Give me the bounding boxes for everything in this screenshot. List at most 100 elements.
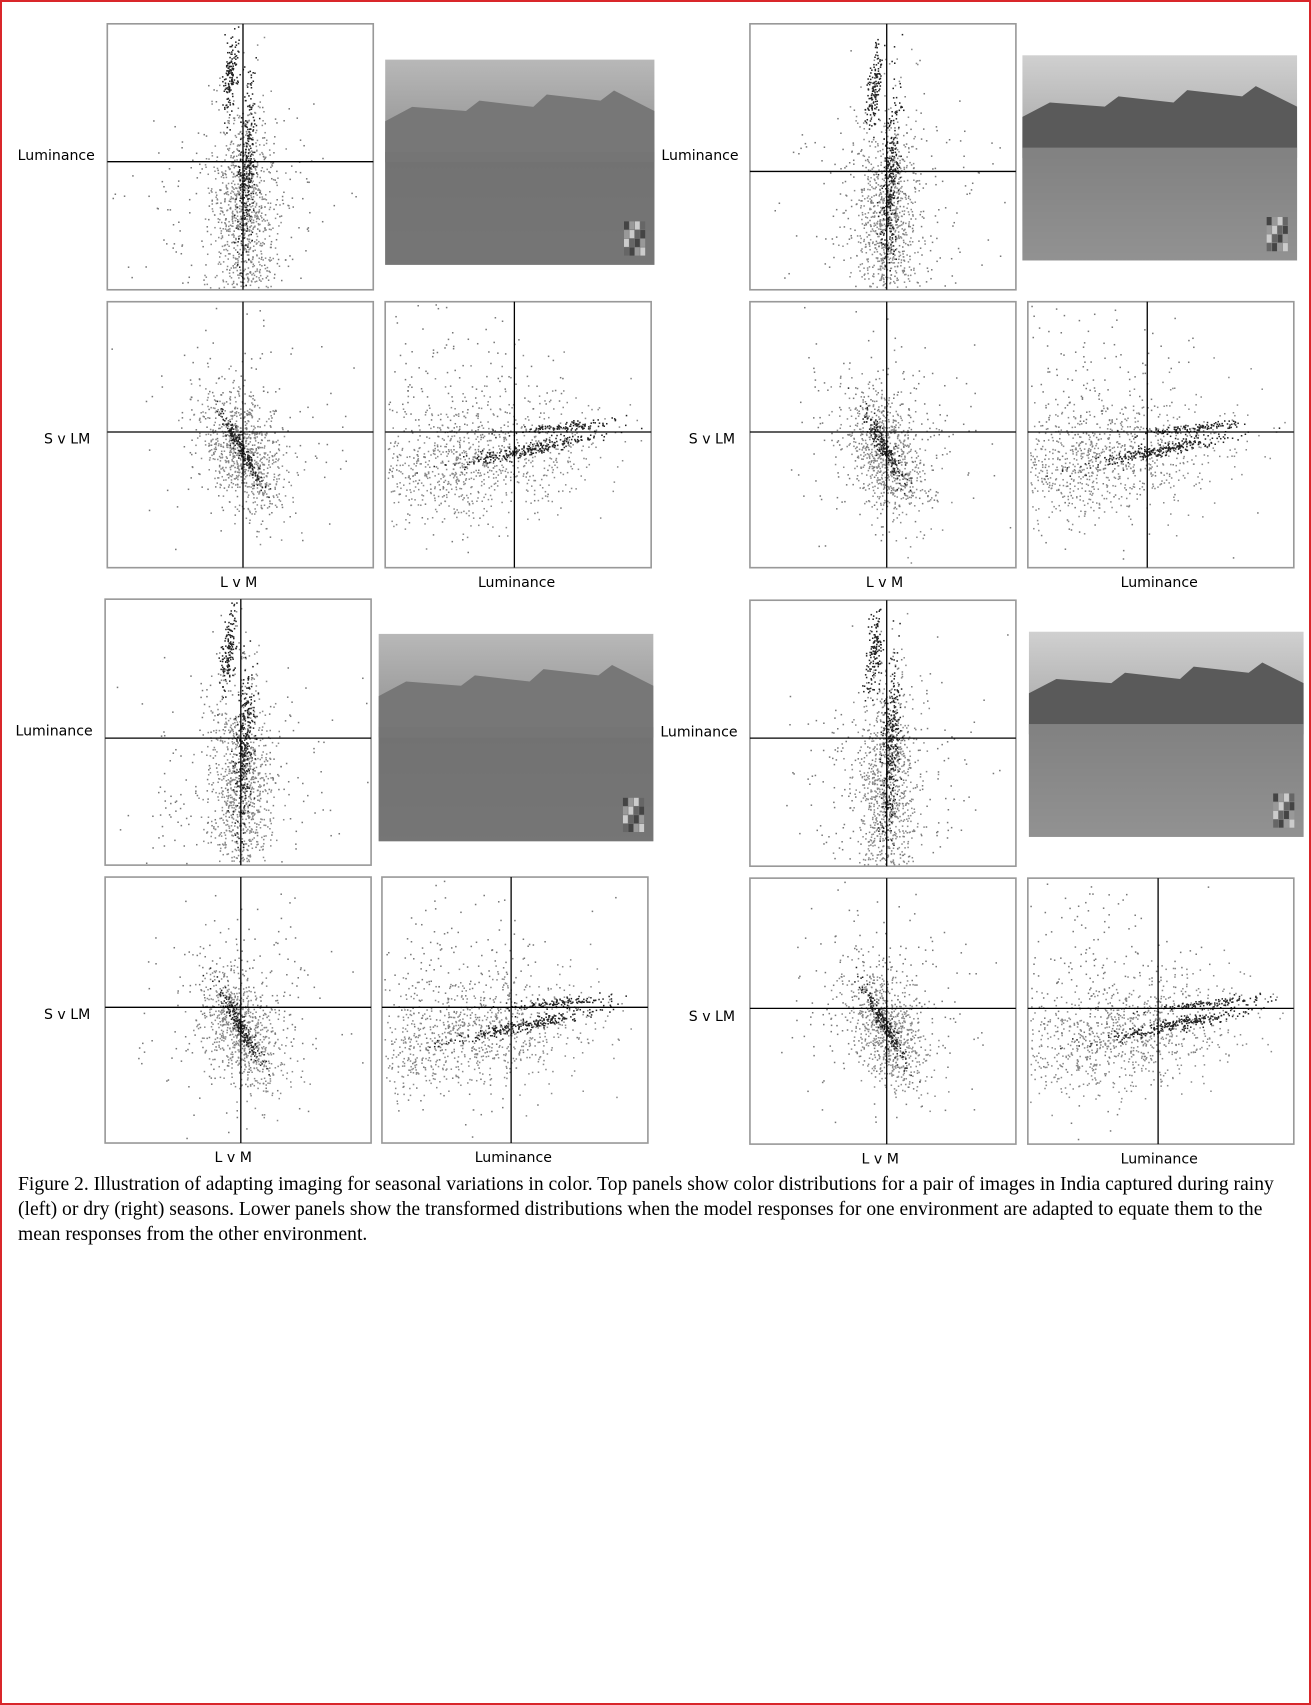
scatter-dot — [179, 230, 181, 232]
scatter-dot — [207, 489, 209, 491]
scatter-dot — [245, 473, 247, 475]
scatter-dot — [307, 228, 309, 230]
scatter-dot — [233, 123, 235, 125]
scatter-dot — [230, 89, 232, 91]
scatter-dot — [244, 66, 246, 68]
scatter-dot — [931, 155, 933, 157]
scatter-dot — [463, 441, 465, 443]
scatter-dot — [543, 445, 545, 447]
scatter-dot — [270, 167, 272, 169]
scatter-dot — [208, 393, 210, 395]
scatter-dot — [493, 467, 495, 469]
scatter-dot — [521, 448, 523, 450]
scatter-dot — [246, 462, 248, 464]
scatter-dot — [257, 465, 259, 467]
scatter-dot — [307, 407, 309, 409]
scatter-dot — [234, 471, 236, 473]
scatter-dot — [206, 276, 208, 278]
scatter-dot — [958, 248, 960, 250]
scatter-dot — [265, 487, 267, 489]
scatter-dot — [534, 456, 536, 458]
scatter-dot — [271, 178, 273, 180]
scatter-dot — [224, 159, 226, 161]
scatter-dot — [261, 433, 263, 435]
scatter-dot — [474, 433, 476, 435]
scatter-dot — [568, 445, 570, 447]
scatter-dot — [480, 421, 482, 423]
scatter-dot — [898, 235, 900, 237]
scatter-dot — [475, 430, 477, 432]
scatter-dot — [182, 412, 184, 414]
color-checker-patch — [624, 221, 629, 229]
scatter-dot — [884, 200, 886, 202]
scatter-dot — [894, 183, 896, 185]
scatter-dot — [249, 226, 251, 228]
scatter-dot — [244, 478, 246, 480]
scatter-dot — [264, 490, 266, 492]
scatter-dot — [230, 392, 232, 394]
scatter-dot — [877, 205, 879, 207]
scatter-dot — [285, 148, 287, 150]
scatter-dot — [534, 490, 536, 492]
scatter-dot — [231, 277, 233, 279]
scatter-dot — [913, 225, 915, 227]
scatter-dot — [912, 241, 914, 243]
scatter-dot — [262, 480, 264, 482]
scatter-dot — [308, 182, 310, 184]
scatter-dot — [175, 251, 177, 253]
scatter-dot — [259, 206, 261, 208]
scatter-dot — [215, 447, 217, 449]
scatter-dot — [252, 398, 254, 400]
scatter-dot — [525, 418, 527, 420]
scatter-dot — [252, 232, 254, 234]
scatter-dot — [207, 397, 209, 399]
scatter-dot — [531, 424, 533, 426]
scatter-dot — [254, 452, 256, 454]
scatter-dot — [270, 488, 272, 490]
scatter-dot — [221, 176, 223, 178]
scatter-dot — [226, 490, 228, 492]
scatter-dot — [463, 484, 465, 486]
scatter-dot — [507, 535, 509, 537]
scatter-dot — [923, 211, 925, 213]
scatter-dot — [549, 439, 551, 441]
scatter-dot — [443, 495, 445, 497]
scatter-dot — [454, 513, 456, 515]
scatter-dot — [238, 43, 240, 45]
scatter-dot — [218, 495, 220, 497]
scatter-dot — [405, 528, 407, 530]
scatter-dot — [225, 89, 227, 91]
scatter-dot — [236, 477, 238, 479]
scatter-dot — [398, 470, 400, 472]
scatter-dot — [802, 134, 804, 136]
scatter-dot — [506, 450, 508, 452]
scatter-dot — [390, 465, 392, 467]
scatter-dot — [255, 438, 257, 440]
scatter-dot — [181, 427, 183, 429]
scatter-dot — [247, 83, 249, 85]
scatter-dot — [442, 473, 444, 475]
scatter-dot — [906, 132, 908, 134]
scatter-dot — [905, 232, 907, 234]
scatter-dot — [546, 443, 548, 445]
scatter-dot — [464, 452, 466, 454]
scatter-dot — [240, 221, 242, 223]
scatter-dot — [525, 462, 527, 464]
page: LuminanceS v LML v MLuminanceLuminanceS … — [0, 0, 1311, 1705]
color-checker-patch — [635, 221, 640, 229]
scatter-dot — [243, 237, 245, 239]
scatter-dot — [466, 478, 468, 480]
scatter-dot — [261, 462, 263, 464]
scatter-dot — [250, 151, 252, 153]
scatter-dot — [278, 259, 280, 261]
scatter-dot — [571, 488, 573, 490]
scatter-dot — [847, 243, 849, 245]
scatter-dot — [409, 456, 411, 458]
scatter-dot — [217, 438, 219, 440]
scatter-dot — [253, 395, 255, 397]
scatter-dot — [912, 146, 914, 148]
scatter-dot — [249, 475, 251, 477]
scatter-dot — [196, 193, 198, 195]
scatter-dot — [873, 265, 875, 267]
scatter-dot — [276, 441, 278, 443]
